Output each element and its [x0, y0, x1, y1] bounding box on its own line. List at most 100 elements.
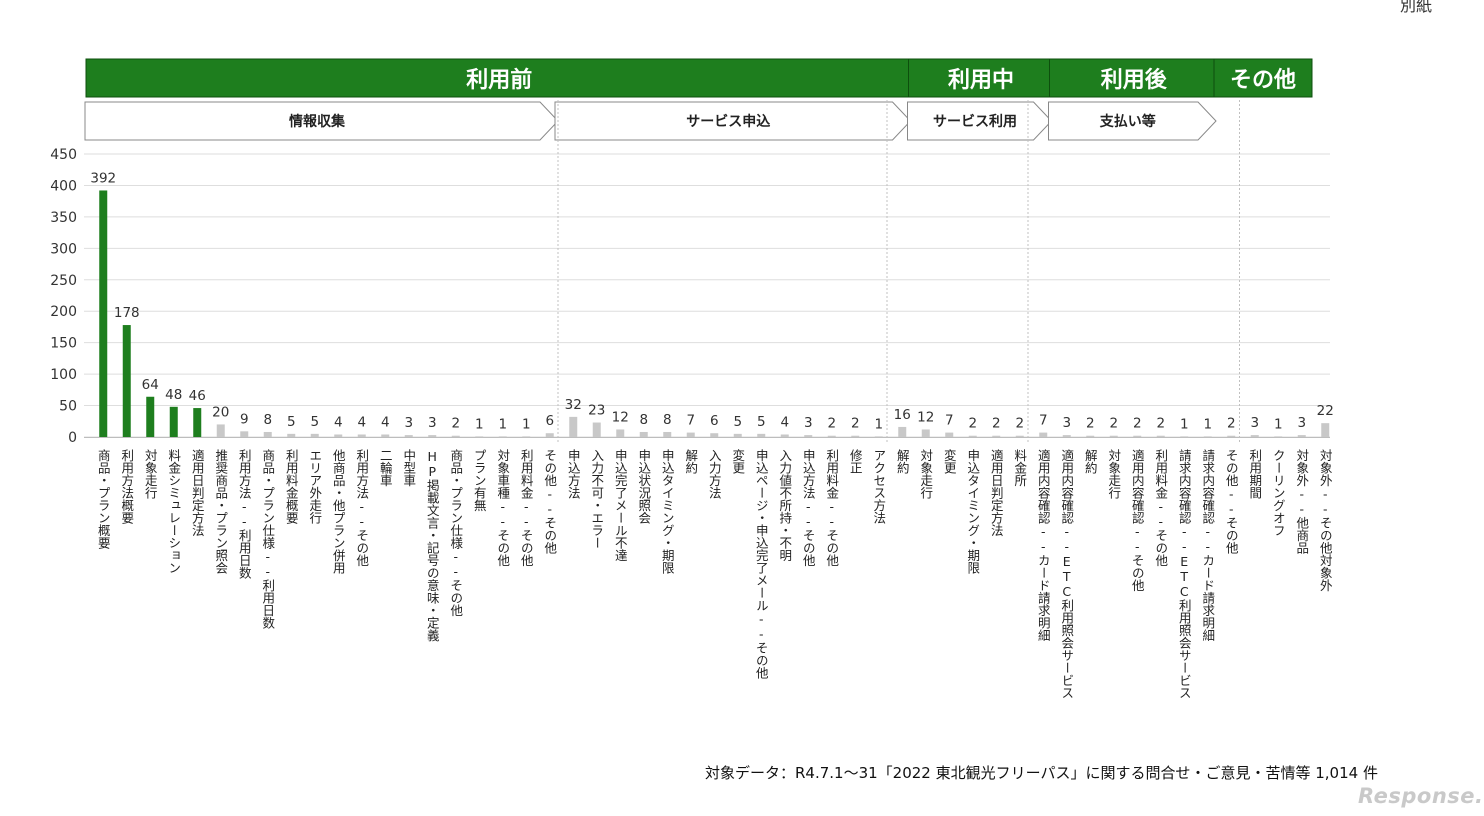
subphase-arrow	[907, 101, 1053, 141]
bar	[169, 406, 178, 437]
bar	[99, 190, 108, 437]
value-label: 3	[404, 415, 413, 431]
category-label: 申込完了メール不達	[613, 449, 628, 562]
bar	[663, 431, 672, 437]
value-label: 2	[1133, 416, 1142, 432]
bar	[804, 435, 813, 437]
value-label: 1	[1274, 416, 1283, 432]
category-label: HP掲載文言・記号の意味・定義	[425, 449, 440, 642]
value-label: 1	[498, 416, 507, 432]
bar	[1321, 423, 1330, 437]
category-label: 請求内容確認--ETC利用照会サービス	[1177, 449, 1192, 699]
subphase-label: 情報収集	[289, 113, 346, 130]
category-label: クーリングオフ	[1271, 449, 1286, 537]
value-label: 4	[357, 414, 366, 430]
value-label: 7	[1039, 413, 1048, 429]
category-label: 利用料金--その他	[1153, 449, 1168, 567]
y-tick-label: 250	[50, 273, 77, 289]
category-label: 請求内容確認--カード請求明細	[1200, 449, 1215, 642]
category-label: 解約	[895, 449, 910, 474]
y-tick-label: 0	[68, 430, 77, 446]
footer-note: 対象データ：R4.7.1～31「2022 東北観光フリーパス」に関する問合せ・ご…	[705, 764, 1378, 782]
category-label: 二輪車	[378, 449, 393, 487]
category-label: 入力不可・エラー	[589, 449, 604, 549]
category-label: 変更	[730, 448, 745, 474]
category-label: 料金所	[1012, 449, 1027, 487]
value-label: 8	[639, 412, 648, 428]
bar	[1250, 435, 1259, 437]
category-label: 申込方法	[566, 449, 581, 499]
bar	[475, 436, 484, 438]
category-label: 解約	[683, 449, 698, 474]
corner-label: 別紙	[1400, 0, 1433, 15]
category-label: 適用内容確認--ETC利用照会サービス	[1059, 448, 1074, 699]
subphase-arrow	[84, 101, 559, 141]
value-label: 2	[1086, 416, 1095, 432]
category-label: 適用内容確認--カード請求明細	[1036, 448, 1051, 642]
y-tick-label: 300	[50, 241, 77, 257]
y-tick-label: 450	[50, 147, 77, 163]
bar	[404, 435, 413, 437]
category-label: 利用料金--その他	[824, 449, 839, 567]
bar	[945, 432, 954, 437]
bar	[310, 433, 319, 437]
bar	[569, 416, 578, 437]
value-label: 4	[334, 414, 343, 430]
value-label: 1	[874, 416, 883, 432]
value-label: 178	[114, 305, 140, 321]
bar	[616, 429, 625, 437]
category-label: その他--その他	[1224, 449, 1239, 554]
response-watermark: Response.	[1358, 784, 1484, 808]
bar	[1297, 435, 1306, 437]
phase-label: その他	[1230, 68, 1296, 93]
bar	[968, 435, 977, 437]
bar	[827, 435, 836, 437]
y-tick-label: 50	[59, 399, 77, 415]
category-label: プラン有無	[472, 449, 487, 512]
bar	[381, 434, 390, 437]
bar	[1133, 435, 1142, 437]
bar	[1109, 435, 1118, 437]
category-label: 適用日判定方法	[190, 448, 205, 537]
category-label: 修正	[848, 448, 863, 474]
category-label: 対象走行	[143, 449, 158, 500]
bar	[263, 431, 272, 437]
value-label: 392	[90, 170, 116, 186]
value-label: 3	[804, 415, 813, 431]
subphase-label: サービス利用	[933, 113, 1017, 130]
y-tick-label: 350	[50, 210, 77, 226]
bar	[216, 424, 225, 437]
value-label: 5	[287, 414, 296, 430]
bar	[1227, 435, 1236, 437]
phase-header	[85, 58, 913, 98]
category-label: 商品・プラン仕様--その他	[448, 448, 463, 617]
bar	[780, 434, 789, 437]
category-label: 適用内容確認--その他	[1130, 448, 1145, 592]
bar	[1039, 432, 1048, 437]
category-label: 利用方法--利用日数	[237, 449, 252, 580]
category-label: 利用方法概要	[119, 449, 134, 525]
category-label: 推奨商品・プラン照会	[213, 449, 228, 575]
category-label: アクセス方法	[871, 449, 886, 524]
value-label: 2	[968, 416, 977, 432]
value-label: 22	[1317, 403, 1334, 419]
phase-header	[908, 58, 1054, 98]
bar	[992, 435, 1001, 437]
value-label: 4	[780, 414, 789, 430]
bar	[193, 408, 202, 437]
value-label: 1	[475, 416, 484, 432]
bar	[1203, 436, 1212, 438]
bar	[545, 433, 554, 437]
value-label: 3	[1297, 415, 1306, 431]
bar	[851, 435, 860, 437]
bar	[498, 436, 507, 438]
bar	[1086, 435, 1095, 437]
bar	[757, 433, 766, 437]
value-label: 9	[240, 411, 249, 427]
value-label: 16	[894, 407, 911, 423]
bar	[710, 433, 719, 437]
category-label: 対象走行	[918, 449, 933, 500]
category-label: 利用方法--その他	[354, 449, 369, 567]
category-label: 申込タイミング・期限	[965, 449, 980, 574]
bar	[921, 429, 930, 437]
